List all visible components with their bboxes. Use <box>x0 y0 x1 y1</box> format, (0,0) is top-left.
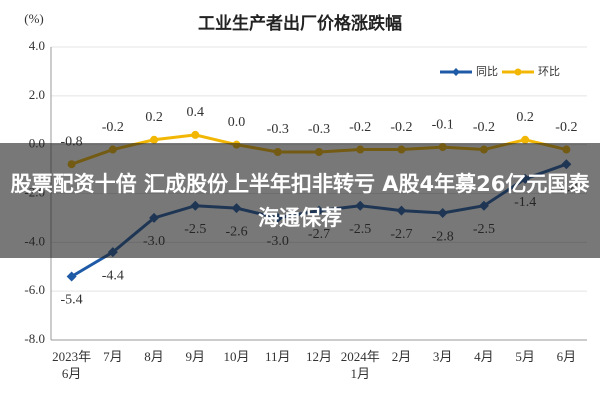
data-label: -0.2 <box>349 120 371 135</box>
y-axis-label: (%) <box>24 11 44 26</box>
x-tick-label: 2月 <box>391 349 412 364</box>
data-label: -0.2 <box>102 120 124 135</box>
y-tick-label: 4.0 <box>29 38 45 53</box>
x-tick-label: 7月 <box>103 349 123 364</box>
data-label: -0.2 <box>390 120 412 135</box>
x-tick-label: 8月 <box>144 349 164 364</box>
x-tick-label: 11月 <box>265 349 291 364</box>
data-label: -0.3 <box>267 122 289 137</box>
x-tick-label: 6月 <box>556 349 577 364</box>
data-label: 0.2 <box>516 110 534 125</box>
data-label: 0.0 <box>228 115 246 130</box>
data-label: -0.2 <box>473 120 495 135</box>
y-tick-label: 2.0 <box>29 87 45 102</box>
x-tick-label: 5月 <box>515 349 535 364</box>
x-tick-label: 2023年 6月 <box>52 349 92 381</box>
x-tick-label: 3月 <box>432 349 453 364</box>
data-label: 0.4 <box>187 105 205 120</box>
point <box>66 271 77 282</box>
data-label: -0.2 <box>555 120 577 135</box>
headline-banner[interactable]: 股票配资十倍 汇成股份上半年扣非转亏 A股4年募26亿元国泰海通保荐 <box>0 143 600 258</box>
y-tick-label: -6.0 <box>24 282 45 297</box>
legend-label: 环比 <box>538 65 560 78</box>
data-label: -4.4 <box>102 268 124 283</box>
x-tick-label: 9月 <box>185 349 206 364</box>
data-label: -0.3 <box>308 122 330 137</box>
point <box>521 135 530 144</box>
data-label: -5.4 <box>61 293 83 308</box>
x-tick-label: 2024年 1月 <box>340 349 380 381</box>
legend-marker <box>514 68 522 76</box>
data-label: 0.2 <box>145 110 163 125</box>
data-label: -0.1 <box>432 117 454 132</box>
x-tick-label: 12月 <box>305 349 332 364</box>
legend-label: 同比 <box>476 65 498 78</box>
chart-title: 工业生产者出厂价格涨跌幅 <box>198 13 402 34</box>
x-tick-label: 10月 <box>223 349 250 364</box>
point <box>191 130 200 139</box>
y-tick-label: -8.0 <box>24 331 45 346</box>
x-tick-label: 4月 <box>474 349 494 364</box>
point <box>150 135 159 144</box>
legend-marker <box>452 68 460 76</box>
